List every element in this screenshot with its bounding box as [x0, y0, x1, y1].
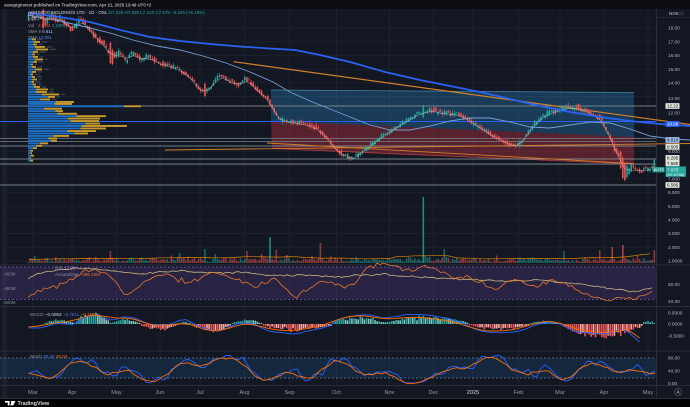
svg-text:Apr: Apr [68, 390, 77, 396]
svg-text:Accum/Dist −496.45M: Accum/Dist −496.45M [55, 272, 100, 277]
svg-text:Mar: Mar [555, 390, 565, 396]
svg-text:17.00: 17.00 [668, 39, 680, 44]
svg-text:0.5000: 0.5000 [668, 311, 683, 316]
svg-text:-0.5000: -0.5000 [668, 334, 684, 339]
svg-text:7.680: 7.680 [667, 161, 679, 166]
svg-text:May: May [111, 390, 122, 396]
svg-text:7.675: 7.675 [667, 167, 679, 172]
svg-text:VWAP 7.448: VWAP 7.448 [28, 17, 53, 22]
svg-text:12.00: 12.00 [668, 111, 680, 116]
svg-text:-500M: -500M [3, 300, 16, 305]
svg-text:8.295: 8.295 [667, 156, 679, 161]
svg-text:Jul: Jul [196, 390, 203, 396]
svg-text:15.00: 15.00 [668, 67, 680, 72]
svg-text:2.000: 2.000 [668, 245, 680, 250]
svg-text:Vol · 2.06M 4.18M: Vol · 2.06M 4.18M [28, 23, 64, 28]
svg-text:12.22: 12.22 [667, 104, 679, 109]
svg-text:80.00: 80.00 [668, 356, 680, 361]
svg-text:9.810: 9.810 [667, 138, 679, 143]
svg-text:Apr: Apr [600, 390, 609, 396]
svg-text:Mar: Mar [28, 390, 38, 396]
svg-text:40.00: 40.00 [668, 369, 680, 374]
svg-text:3.000: 3.000 [668, 231, 680, 236]
svg-text:Oct: Oct [332, 390, 341, 396]
svg-text:A: A [676, 390, 680, 396]
svg-text:AURSKOG HOLDINGS LTD · 1D · OS: AURSKOG HOLDINGS LTD · 1D · OSL O7.420 H… [28, 10, 205, 15]
svg-text:9.000: 9.000 [668, 149, 680, 154]
svg-text:18.00: 18.00 [668, 26, 680, 31]
svg-text:Nov: Nov [385, 390, 395, 396]
svg-text:savepiginvest published on Tra: savepiginvest published on TradingView.c… [4, 3, 152, 8]
svg-text:May: May [643, 390, 654, 396]
svg-text:6.585: 6.585 [667, 183, 679, 188]
svg-text:NOK: NOK [669, 11, 680, 16]
svg-text:9.505: 9.505 [667, 145, 679, 150]
svg-text:0.00: 0.00 [668, 381, 678, 386]
svg-text:1.0000: 1.0000 [668, 259, 683, 264]
svg-text:2025: 2025 [467, 390, 479, 396]
svg-text:16.00: 16.00 [668, 53, 680, 58]
svg-text:40.00: 40.00 [668, 299, 680, 304]
svg-text:Sep: Sep [285, 390, 295, 396]
svg-text:Stoch 39.40 28.04: Stoch 39.40 28.04 [30, 354, 68, 359]
svg-text:4.000: 4.000 [668, 218, 680, 223]
svg-text:-480M: -480M [3, 286, 16, 291]
svg-text:SMA 10.891: SMA 10.891 [28, 35, 52, 40]
svg-text:5.000: 5.000 [668, 204, 680, 209]
svg-text:0.0000: 0.0000 [668, 322, 683, 327]
svg-text:Aug: Aug [240, 390, 250, 396]
svg-text:13.00: 13.00 [668, 96, 680, 101]
svg-text:Dec: Dec [429, 390, 439, 396]
svg-text:(02:40:58): (02:40:58) [667, 172, 685, 177]
svg-text:AUTO: AUTO [654, 168, 665, 172]
svg-text:7.000: 7.000 [668, 176, 680, 181]
svg-text:60.00: 60.00 [668, 282, 680, 287]
svg-text:-460M: -460M [3, 272, 16, 277]
svg-text:Jun: Jun [155, 390, 164, 396]
svg-text:MACD −0.0053 −0.7611 −0.7558: MACD −0.0053 −0.7611 −0.7558 [30, 312, 98, 317]
svg-text:10.96: 10.96 [667, 122, 679, 127]
svg-text:Feb: Feb [514, 390, 524, 396]
svg-text:6.000: 6.000 [668, 190, 680, 195]
svg-text:RSI 17.99: RSI 17.99 [55, 266, 76, 271]
svg-text:TradingView: TradingView [18, 401, 50, 407]
svg-text:SMA 9 9.811: SMA 9 9.811 [28, 29, 53, 34]
svg-text:14.00: 14.00 [668, 81, 680, 86]
